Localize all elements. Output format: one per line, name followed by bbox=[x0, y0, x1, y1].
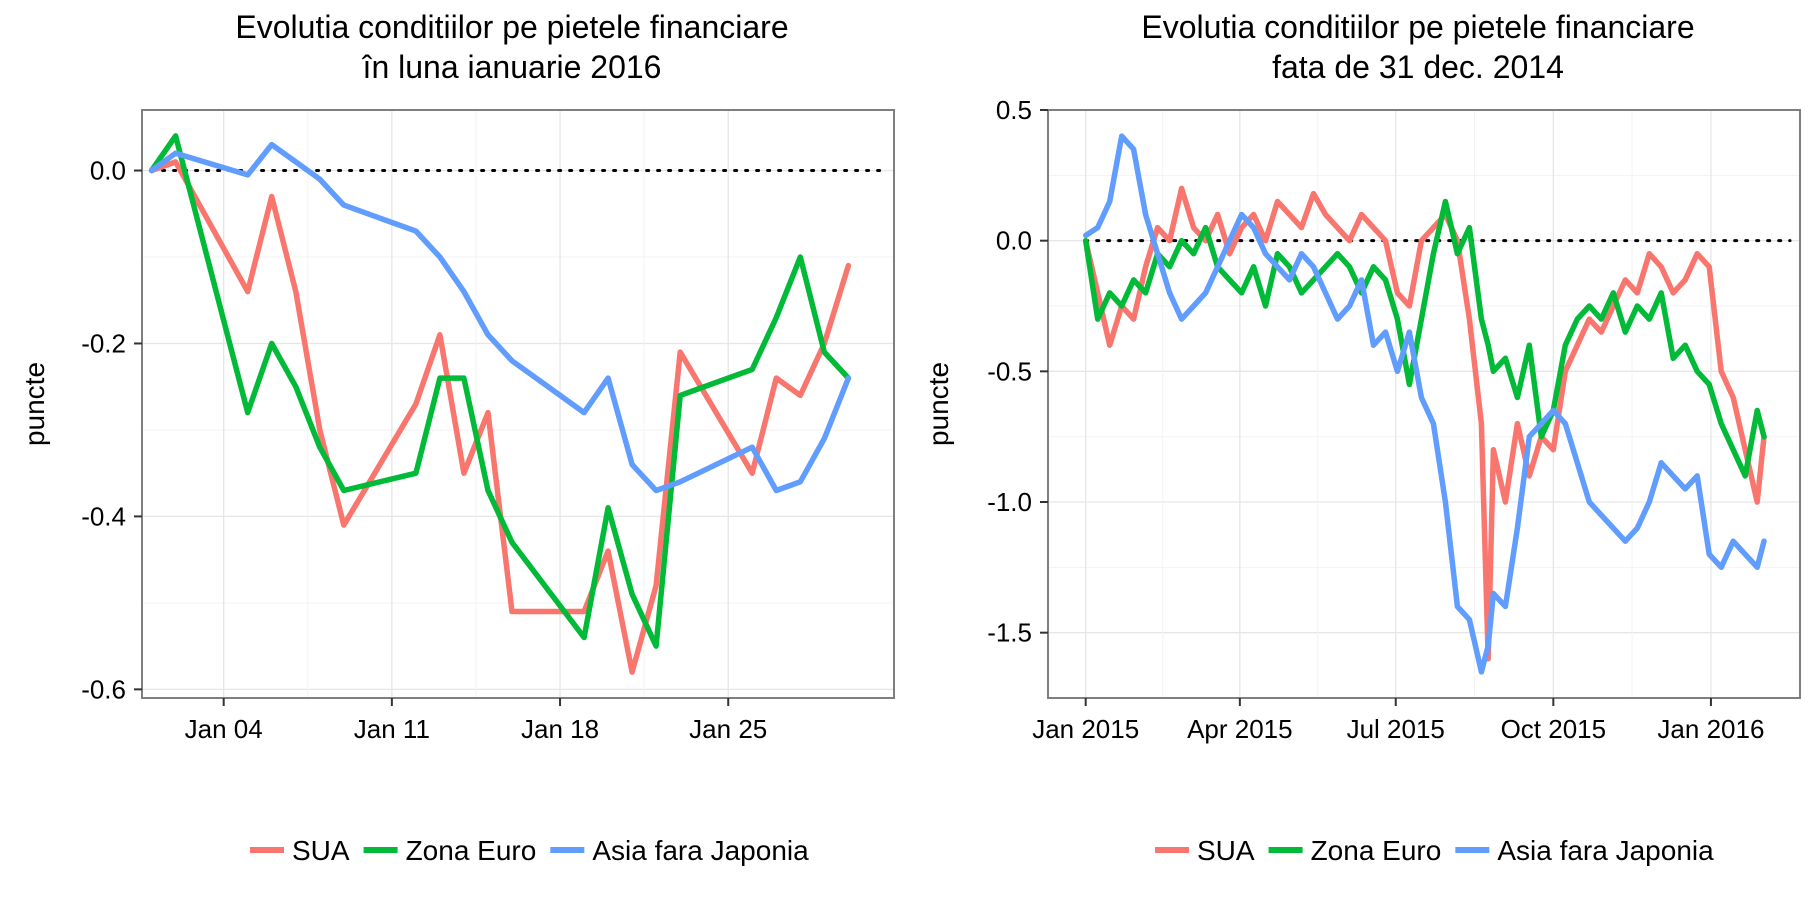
y-axis-label: puncte bbox=[19, 362, 50, 446]
legend-label-zona-euro: Zona Euro bbox=[406, 835, 537, 866]
y-tick-label: -1.5 bbox=[987, 618, 1032, 648]
y-axis: 0.5 0.0 -0.5 -1.0 -1.5 bbox=[987, 95, 1048, 648]
legend-label-sua: SUA bbox=[1197, 835, 1255, 866]
y-tick-label: -0.2 bbox=[81, 328, 126, 358]
x-tick-label: Oct 2015 bbox=[1501, 714, 1607, 744]
series-line-zona-euro bbox=[148, 133, 852, 649]
x-tick-label: Apr 2015 bbox=[1187, 714, 1293, 744]
grid-lines bbox=[142, 110, 894, 698]
y-axis-label: puncte bbox=[923, 362, 954, 446]
legend-label-sua: SUA bbox=[292, 835, 350, 866]
legend-label-asia-fara-japonia: Asia fara Japonia bbox=[1497, 835, 1714, 866]
chart-title-line2: fata de 31 dec. 2014 bbox=[1272, 49, 1564, 85]
legend: SUA Zona Euro Asia fara Japonia bbox=[250, 835, 809, 866]
x-tick-label: Jan 04 bbox=[185, 714, 263, 744]
legend: SUA Zona Euro Asia fara Japonia bbox=[1155, 835, 1714, 866]
x-axis: Jan 04 Jan 11 Jan 18 Jan 25 bbox=[185, 698, 767, 744]
y-tick-label: -0.5 bbox=[987, 356, 1032, 386]
y-tick-label: -1.0 bbox=[987, 487, 1032, 517]
y-tick-label: -0.6 bbox=[81, 674, 126, 704]
legend-label-asia-fara-japonia: Asia fara Japonia bbox=[592, 835, 809, 866]
y-tick-label: 0.5 bbox=[996, 95, 1032, 125]
legend-label-zona-euro: Zona Euro bbox=[1311, 835, 1442, 866]
x-tick-label: Jan 2015 bbox=[1032, 714, 1139, 744]
x-tick-label: Jan 2016 bbox=[1657, 714, 1764, 744]
series-line-asia-fara-japonia bbox=[148, 141, 852, 494]
chart-panel-since-dec-2014: Evolutia conditiilor pe pietele financia… bbox=[923, 9, 1801, 866]
y-tick-label: 0.0 bbox=[90, 156, 126, 186]
chart-title-line2: în luna ianuarie 2016 bbox=[362, 49, 662, 85]
x-axis: Jan 2015 Apr 2015 Jul 2015 Oct 2015 Jan 2016 bbox=[1032, 698, 1764, 744]
chart-title-line1: Evolutia conditiilor pe pietele financia… bbox=[235, 9, 788, 45]
plot-border bbox=[141, 109, 895, 699]
x-tick-label: Jan 11 bbox=[354, 714, 430, 744]
x-tick-label: Jan 25 bbox=[689, 714, 767, 744]
y-axis: 0.0 -0.2 -0.4 -0.6 bbox=[81, 156, 142, 704]
x-tick-label: Jul 2015 bbox=[1347, 714, 1445, 744]
x-tick-label: Jan 18 bbox=[521, 714, 599, 744]
chart-panel-january-2016: Evolutia conditiilor pe pietele financia… bbox=[19, 9, 895, 866]
series-line-asia-fara-japonia bbox=[1082, 133, 1767, 675]
series-layer bbox=[148, 133, 852, 675]
series-layer bbox=[1082, 133, 1767, 675]
chart-title-line1: Evolutia conditiilor pe pietele financia… bbox=[1141, 9, 1694, 45]
y-tick-label: -0.4 bbox=[81, 501, 126, 531]
plot-border bbox=[1047, 109, 1801, 699]
y-tick-label: 0.0 bbox=[996, 226, 1032, 256]
series-line-zona-euro bbox=[1082, 198, 1767, 479]
